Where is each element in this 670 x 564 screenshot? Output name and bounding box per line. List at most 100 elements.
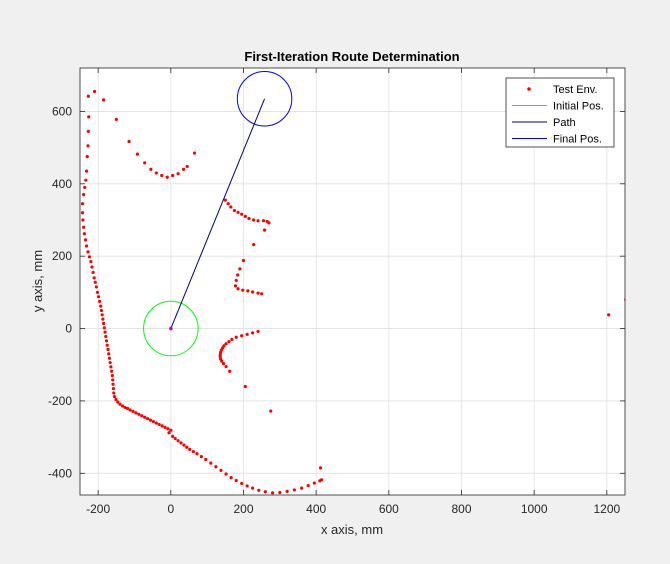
initial-pos-circle [143,300,199,357]
test-env-point [219,468,223,472]
test-env-point [82,193,86,197]
test-env-point [236,210,240,214]
test-env-point [102,321,106,326]
y-tick-label: 600 [52,104,72,118]
test-env-point [199,455,203,459]
test-env-point [318,466,323,470]
test-env-point [107,352,111,356]
test-env-point [241,288,245,292]
test-env-point [92,276,96,280]
test-env-point [82,225,86,229]
test-env-point [257,488,261,492]
test-env-point [104,334,108,339]
legend-label: Path [553,117,576,129]
y-tick-label: 200 [52,249,72,263]
test-env-point [80,211,85,215]
test-env-point [86,250,90,254]
test-env-point [270,491,275,495]
test-env-point [116,400,120,404]
x-tick-label: 1000 [521,502,548,516]
test-env-point [160,424,164,428]
x-axis-label: x axis, mm [321,522,383,537]
test-env-point [93,280,97,284]
test-env-point [229,205,233,209]
y-tick-label: -400 [48,466,72,480]
test-env-point [151,419,155,424]
x-tick-label: -200 [86,502,110,516]
test-env-point [188,447,192,452]
test-env-point [214,465,218,469]
test-env-point [112,391,116,395]
test-env-point [192,151,197,155]
test-env-point [86,144,90,148]
test-env-point [169,428,173,432]
test-env-point [229,476,233,480]
legend-marker-point [527,87,531,91]
test-env-point [263,490,267,494]
test-env-point [100,313,104,317]
test-env-point [94,285,98,289]
test-env-point [108,360,112,365]
test-env-point [86,129,90,133]
test-env-point [241,258,246,263]
test-env-point [99,308,104,313]
test-env-point [234,478,238,483]
test-env-point [111,378,115,382]
test-env-point [247,216,251,221]
test-env-point [181,167,186,171]
test-env-point [127,139,131,144]
y-axis-label: y axis, mm [30,250,45,312]
test-env-point [171,173,175,178]
test-env-point [224,472,228,476]
test-env-point [240,334,244,338]
test-env-point [80,202,85,206]
test-env-point [300,486,304,490]
test-env-point [134,411,138,415]
test-env-point [91,270,95,275]
test-env-point [160,173,164,178]
test-env-point [312,481,316,485]
test-env-point [149,167,153,171]
test-env-point [224,342,228,346]
x-tick-label: 800 [451,502,471,516]
test-env-point [179,441,183,445]
test-env-point [173,436,177,441]
test-env-point [111,382,115,386]
test-env-point [87,115,91,119]
test-env-point [83,185,87,190]
test-env-point [252,218,256,222]
test-env-point [99,304,103,308]
test-env-point [221,362,226,366]
x-tick-label: 1200 [593,502,620,516]
test-env-point [607,313,611,317]
test-env-point [86,94,90,98]
test-env-point [157,422,161,427]
test-env-point [102,98,106,102]
test-env-point [236,287,240,291]
test-env-point [185,445,189,449]
test-env-point [260,292,264,296]
test-env-point [84,169,89,173]
test-env-point [89,259,93,264]
plot-border [79,67,626,496]
test-env-point [106,347,110,352]
test-env-point [104,339,109,343]
test-env-point [228,369,232,373]
y-tick-label: -200 [48,394,72,408]
test-env-point [101,317,105,321]
test-env-point [245,332,249,336]
origin-marker [169,326,173,331]
test-env-point [230,337,234,341]
chart-title: First-Iteration Route Determination [244,49,459,64]
test-env-point [185,164,189,169]
test-env-point [131,409,135,414]
plot-data [80,71,625,495]
test-env-point [269,409,273,413]
test-env-point [109,365,113,369]
test-env-point [110,369,114,373]
y-tick-label: 400 [52,177,72,191]
test-env-point [98,299,102,304]
test-env-point [102,326,106,330]
test-env-point [240,212,244,216]
